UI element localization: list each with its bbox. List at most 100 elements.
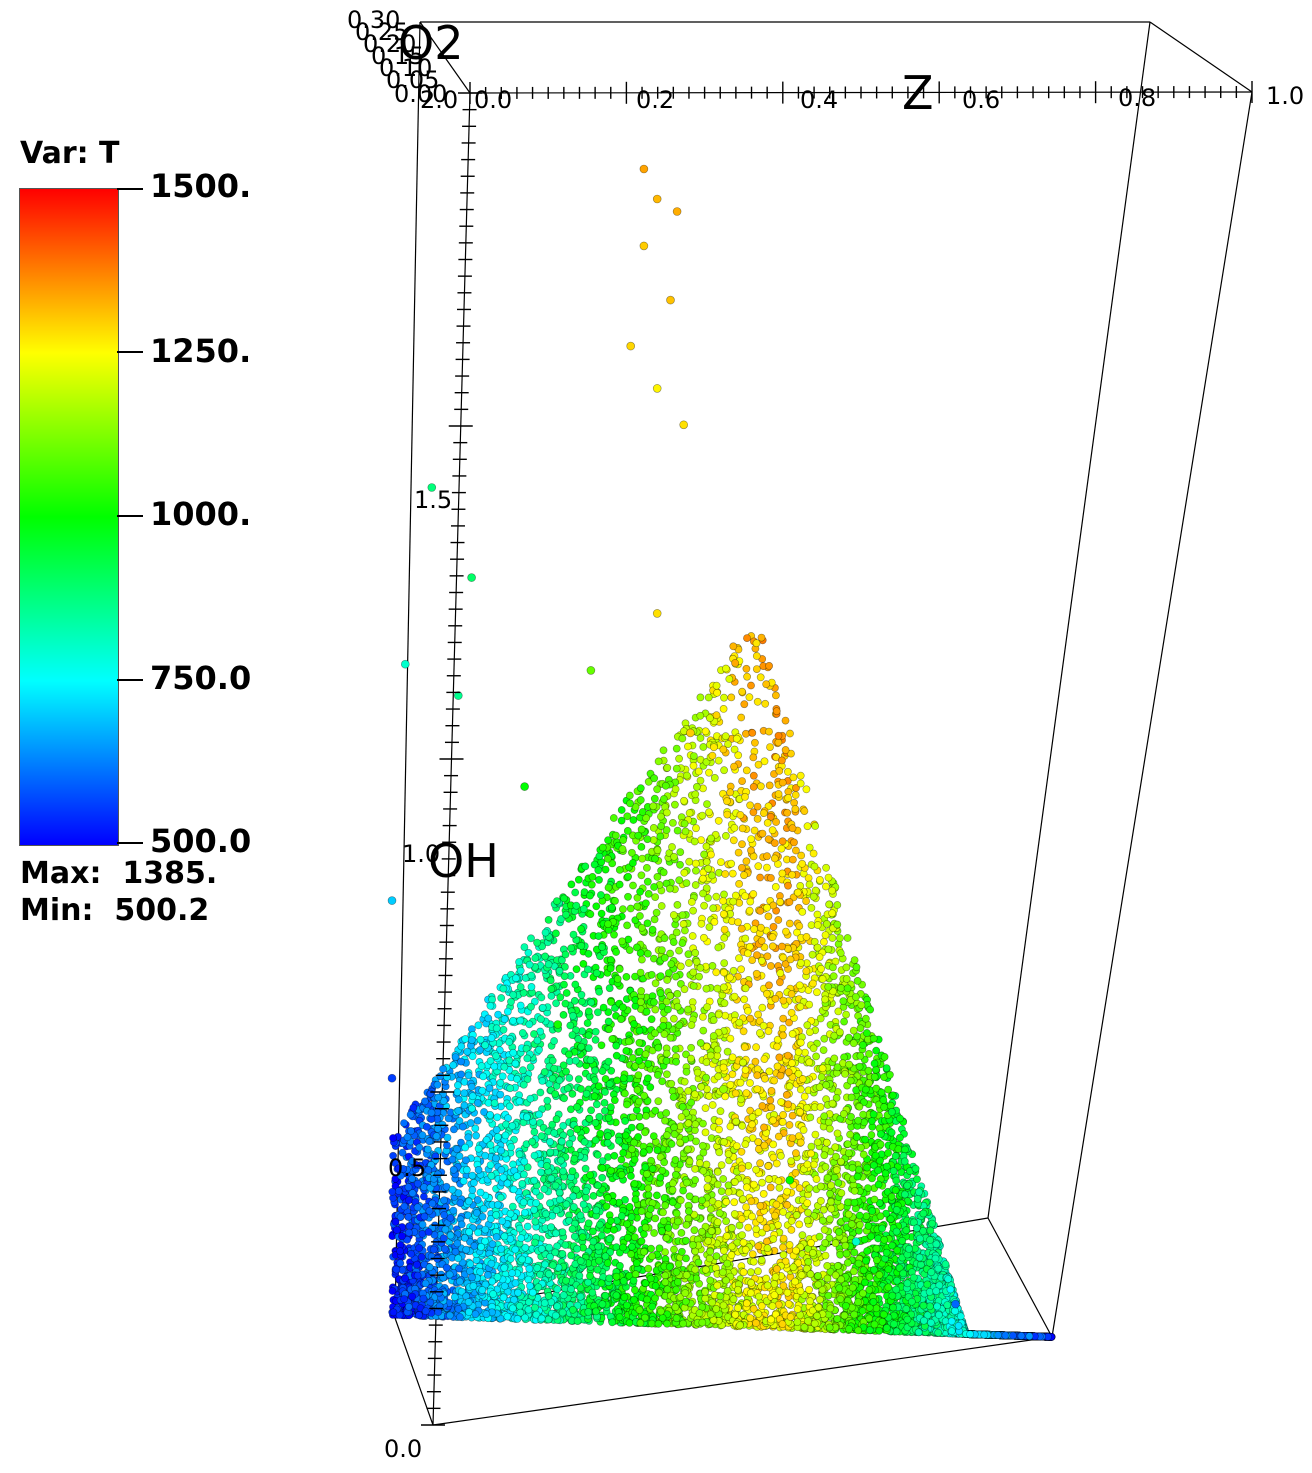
scatter-point (743, 672, 751, 681)
scatter-point (663, 1070, 671, 1079)
scatter-point (767, 1087, 776, 1095)
scatter-point (730, 824, 739, 832)
scatter-point (784, 767, 792, 776)
scatter-point (763, 863, 771, 872)
scatter-point (577, 990, 586, 999)
scatter-point (574, 875, 583, 884)
scatter-point (560, 1094, 568, 1103)
scatter-point (559, 1121, 568, 1130)
scatter-point (779, 1243, 787, 1252)
scatter-point (901, 1145, 909, 1154)
scatter-point (698, 1141, 707, 1150)
scatter-point (497, 994, 506, 1002)
scatter-point (652, 908, 661, 917)
box-edge (394, 1317, 434, 1426)
scatter-point (543, 1096, 552, 1105)
scatter-point (720, 968, 728, 977)
scatter-point (758, 1003, 767, 1012)
scatter-point (928, 1219, 936, 1228)
scatter-point (721, 1011, 730, 1020)
scatter-point (692, 866, 700, 875)
scatter-point (836, 934, 844, 942)
scatter-point (644, 890, 653, 898)
scatter-point (643, 877, 652, 886)
scatter-point (891, 1152, 900, 1160)
scatter-point (765, 727, 773, 736)
scatter-point (762, 1274, 771, 1283)
scatter-point (803, 1103, 811, 1112)
scatter-point (604, 1017, 613, 1026)
scatter-point (670, 1245, 678, 1254)
scatter-point (485, 1084, 494, 1093)
scatter-point (689, 906, 697, 915)
scatter-point (699, 1026, 708, 1035)
scatter-point (708, 962, 717, 970)
scatter-point (820, 1225, 829, 1234)
scatter-point (738, 1231, 746, 1239)
scatter-point (604, 1008, 613, 1016)
scatter-point (498, 1072, 507, 1081)
scatter-point (811, 822, 820, 830)
scatter-point (784, 1300, 793, 1308)
scatter-point (820, 938, 828, 946)
scatter-point (818, 1216, 827, 1225)
scatter-point (712, 1252, 721, 1261)
scatter-point (572, 965, 581, 974)
scatter-point (590, 1092, 599, 1101)
scatter-point (622, 973, 631, 981)
scatter-point (592, 1100, 601, 1109)
scatter-point (791, 791, 800, 799)
box-edge (1051, 91, 1253, 1338)
scatter-point (785, 898, 794, 906)
scatter-point (776, 1071, 785, 1080)
scatter-point (677, 980, 685, 988)
scatter-point (637, 843, 646, 851)
scatter-point (469, 1178, 478, 1187)
scatter-point (771, 883, 780, 891)
scatter-point (685, 809, 694, 817)
scatter-point (817, 1197, 825, 1205)
scatter-point (763, 819, 772, 827)
scatter-point (788, 1134, 797, 1142)
scatter-point (642, 899, 650, 908)
scatter-point (559, 1167, 567, 1176)
scatter-point (701, 1104, 710, 1112)
scatter-point (459, 1177, 468, 1185)
scatter-point (833, 901, 842, 909)
scatter-point (757, 633, 766, 642)
scatter-point (713, 688, 721, 697)
scatter-point (626, 904, 635, 913)
scatter-point (758, 1178, 766, 1187)
scatter-point (821, 931, 830, 939)
scatter-point (670, 1014, 678, 1023)
scatter-point (601, 865, 610, 874)
scatter-point (751, 1057, 760, 1066)
scatter-point (591, 1036, 600, 1044)
scatter-point (608, 903, 616, 912)
scatter-point (728, 869, 737, 878)
scatter-point (597, 891, 605, 899)
scatter-point (696, 734, 705, 742)
scatter-point (687, 1043, 695, 1052)
scatter-point (703, 1003, 711, 1011)
scatter-point (840, 1017, 848, 1026)
scatter-point (807, 904, 816, 912)
scatter-point (745, 906, 754, 915)
box-edge (987, 1217, 1053, 1338)
scatter-point (520, 943, 529, 951)
scatter-point (715, 1117, 723, 1126)
scatter-point (663, 1131, 671, 1140)
scatter-point (584, 1219, 593, 1228)
scatter-point (747, 681, 755, 690)
scatter-point (792, 846, 800, 855)
scatter-point (740, 995, 749, 1004)
box-edge (987, 21, 1151, 1219)
scatter-point (719, 705, 728, 713)
scatter-point (651, 1106, 660, 1115)
scatter-point (817, 1073, 826, 1081)
scatter-point (635, 1112, 644, 1121)
scatter-point (683, 771, 691, 780)
scatter-point (742, 857, 751, 866)
scatter-point (562, 1067, 570, 1076)
